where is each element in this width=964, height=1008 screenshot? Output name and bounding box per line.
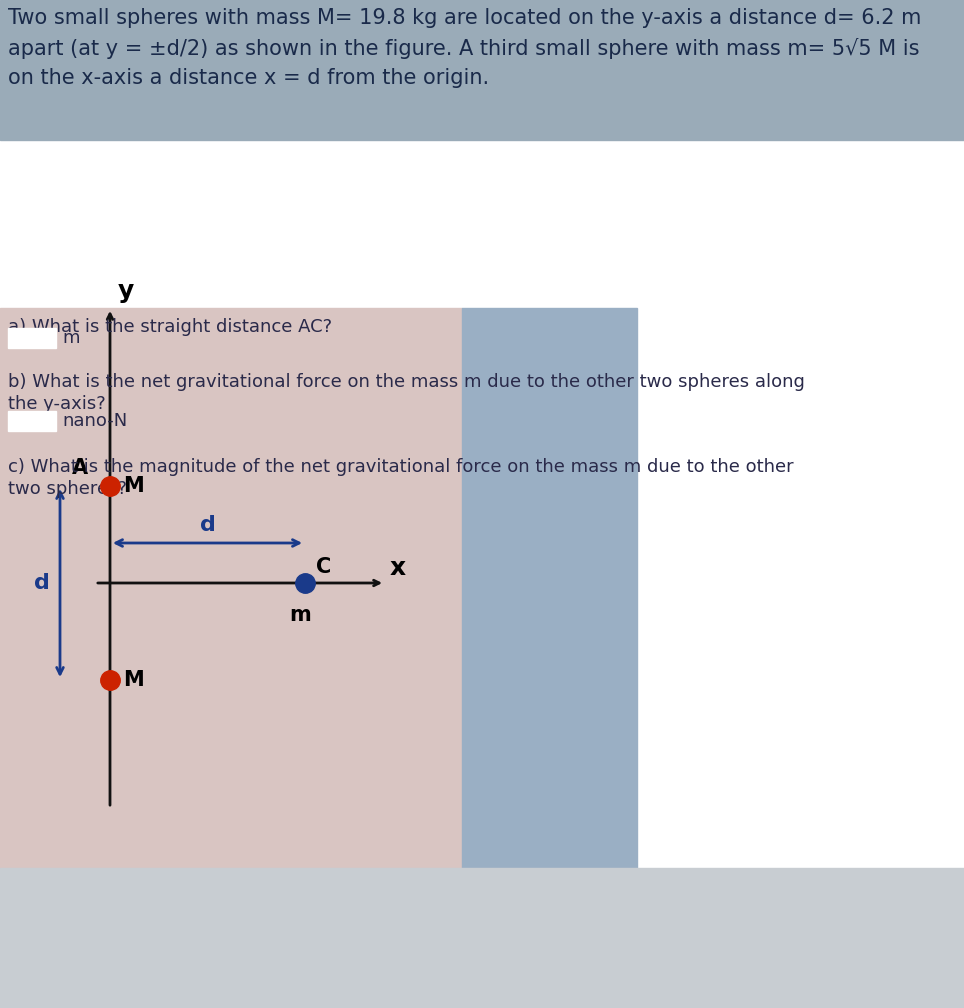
Text: nano-N: nano-N — [62, 412, 127, 430]
Text: d: d — [200, 515, 215, 535]
Text: M: M — [123, 670, 144, 690]
Bar — [462, 308, 637, 868]
Bar — [0, 868, 964, 1008]
Bar — [0, 308, 462, 868]
Text: a) What is the straight distance AC?: a) What is the straight distance AC? — [8, 318, 333, 336]
Text: C: C — [316, 557, 332, 577]
Text: on the x-axis a distance x = d from the origin.: on the x-axis a distance x = d from the … — [8, 68, 489, 88]
Text: A: A — [72, 458, 88, 478]
Text: two spheres?: two spheres? — [8, 480, 127, 498]
Text: c) What is the magnitude of the net gravitational force on the mass m due to the: c) What is the magnitude of the net grav… — [8, 458, 793, 476]
Text: Two small spheres with mass M= 19.8 kg are located on the y-axis a distance d= 6: Two small spheres with mass M= 19.8 kg a… — [8, 8, 922, 28]
Text: y: y — [118, 279, 134, 303]
Text: m: m — [62, 329, 79, 347]
Text: the y-axis?: the y-axis? — [8, 395, 106, 413]
Text: apart (at y = ±d/2) as shown in the figure. A third small sphere with mass m= 5√: apart (at y = ±d/2) as shown in the figu… — [8, 38, 920, 59]
Bar — [0, 0, 964, 140]
Bar — [8, 328, 56, 348]
Text: d: d — [34, 573, 50, 593]
Text: b) What is the net gravitational force on the mass m due to the other two sphere: b) What is the net gravitational force o… — [8, 373, 805, 391]
Text: M: M — [123, 476, 144, 496]
Bar — [8, 411, 56, 431]
Text: m: m — [289, 605, 310, 625]
Text: x: x — [390, 556, 406, 580]
